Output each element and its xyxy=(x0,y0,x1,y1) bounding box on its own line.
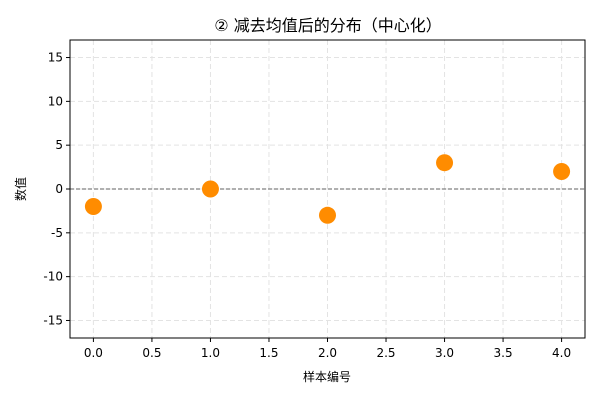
y-tick-label: 5 xyxy=(55,138,63,152)
y-tick-label: 15 xyxy=(48,51,63,65)
y-tick-label: -10 xyxy=(43,270,63,284)
data-point xyxy=(436,154,454,172)
y-axis-ticks: 15 10 5 0 -5 -10 -15 xyxy=(43,51,70,327)
y-tick-label: -5 xyxy=(51,226,63,240)
y-axis-title: 数值 xyxy=(13,177,28,201)
x-tick-label: 0.0 xyxy=(84,346,103,360)
data-point xyxy=(84,198,102,216)
chart-title: ② 减去均值后的分布（中心化） xyxy=(214,16,441,35)
x-axis-title: 样本编号 xyxy=(303,369,351,384)
y-tick-label: 10 xyxy=(48,94,63,108)
x-tick-label: 3.0 xyxy=(435,346,454,360)
x-tick-label: 2.5 xyxy=(376,346,395,360)
data-point xyxy=(319,206,336,224)
x-axis-ticks: 0.0 0.5 1.0 1.5 2.0 2.5 3.0 3.5 4.0 xyxy=(84,338,571,360)
data-point xyxy=(201,180,219,198)
x-tick-label: 1.5 xyxy=(259,346,278,360)
x-tick-label: 4.0 xyxy=(552,346,571,360)
x-tick-label: 2.0 xyxy=(318,346,337,360)
grid xyxy=(70,40,585,338)
x-tick-label: 3.5 xyxy=(494,346,513,360)
x-tick-label: 0.5 xyxy=(142,346,161,360)
data-points xyxy=(84,154,571,224)
x-tick-label: 1.0 xyxy=(201,346,220,360)
y-tick-label: 0 xyxy=(55,182,63,196)
data-point xyxy=(553,162,571,180)
y-tick-label: -15 xyxy=(43,313,63,327)
